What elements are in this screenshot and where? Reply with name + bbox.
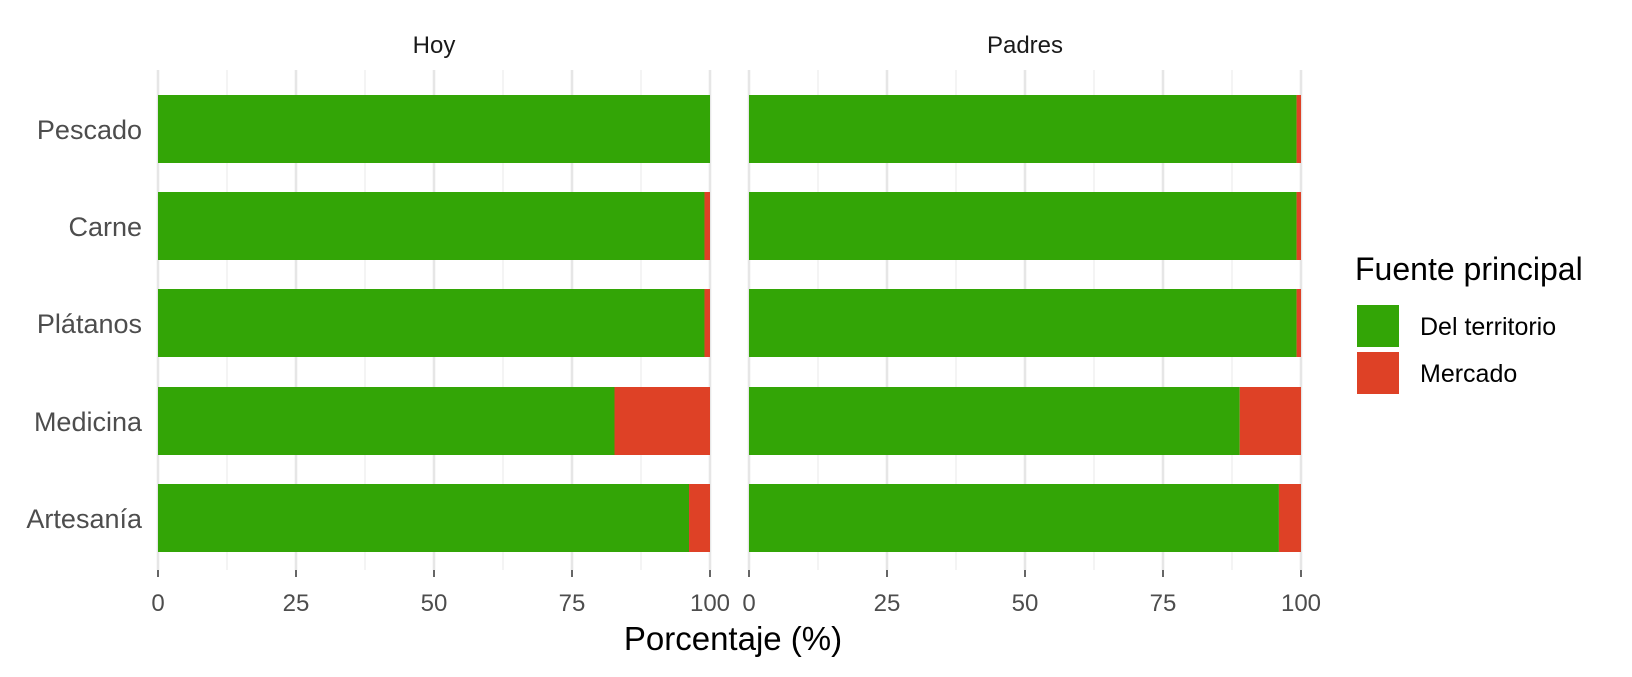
x-tick-label: 0 xyxy=(151,590,164,617)
legend: Fuente principal Del territorio Mercado xyxy=(1355,251,1583,394)
legend-swatch-mercado xyxy=(1357,352,1399,394)
bar-padres-medicina-del-territorio xyxy=(749,387,1240,455)
bar-padres-artesania-mercado xyxy=(1278,484,1301,552)
category-label-medicina: Medicina xyxy=(34,407,143,437)
legend-label-mercado: Mercado xyxy=(1420,360,1517,388)
x-tick-label: 50 xyxy=(421,590,448,617)
legend-swatch-del-territorio xyxy=(1357,305,1399,347)
bar-hoy-carne-mercado xyxy=(704,192,710,260)
x-tick-label: 75 xyxy=(1150,590,1177,617)
x-axis-title: Porcentaje (%) xyxy=(624,620,842,657)
x-tick-label: 100 xyxy=(1281,590,1321,617)
bar-padres-artesania-del-territorio xyxy=(749,484,1279,552)
bar-padres-platanos-del-territorio xyxy=(749,289,1297,357)
facet-label-padres: Padres xyxy=(987,32,1063,59)
bar-hoy-artesania-del-territorio xyxy=(158,484,690,552)
x-tick-label: 50 xyxy=(1012,590,1039,617)
x-tick-label: 25 xyxy=(283,590,310,617)
panels-layer: 0 25 50 75 100 Hoy 0 25 50 75 100 Padres Pescado Carn… xyxy=(26,32,1321,617)
x-tick-label: 25 xyxy=(874,590,901,617)
bar-padres-pescado-del-territorio xyxy=(749,95,1297,163)
bar-hoy-platanos-del-territorio xyxy=(158,289,705,357)
panel-hoy: 0 25 50 75 100 Hoy xyxy=(151,32,730,617)
category-label-pescado: Pescado xyxy=(37,115,142,145)
bar-hoy-medicina-del-territorio xyxy=(158,387,615,455)
bar-hoy-pescado-del-territorio xyxy=(158,95,710,163)
bar-padres-platanos-mercado xyxy=(1296,289,1301,357)
category-label-artesania: Artesanía xyxy=(26,504,143,534)
bar-padres-carne-del-territorio xyxy=(749,192,1297,260)
panel-padres: 0 25 50 75 100 Padres xyxy=(742,32,1321,617)
category-label-platanos: Plátanos xyxy=(37,309,142,339)
bar-padres-medicina-mercado xyxy=(1239,387,1301,455)
bar-hoy-platanos-mercado xyxy=(704,289,710,357)
x-tick-label: 0 xyxy=(742,590,755,617)
x-tick-label: 75 xyxy=(559,590,586,617)
facet-label-hoy: Hoy xyxy=(413,32,456,59)
bar-padres-pescado-mercado xyxy=(1296,95,1301,163)
bar-hoy-medicina-mercado xyxy=(614,387,710,455)
bar-hoy-carne-del-territorio xyxy=(158,192,705,260)
legend-label-del-territorio: Del territorio xyxy=(1420,313,1556,341)
legend-title: Fuente principal xyxy=(1355,251,1583,287)
x-tick-label: 100 xyxy=(690,590,730,617)
bar-hoy-artesania-mercado xyxy=(689,484,710,552)
bar-padres-carne-mercado xyxy=(1296,192,1301,260)
category-label-carne: Carne xyxy=(68,212,142,242)
